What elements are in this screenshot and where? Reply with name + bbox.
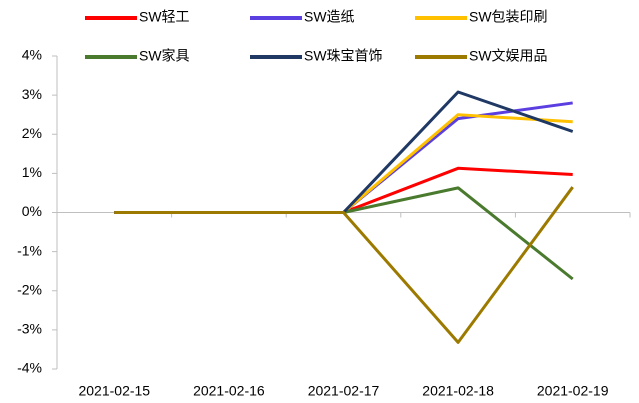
x-tick-label: 2021-02-19 [537, 383, 609, 399]
series-line [114, 186, 574, 344]
legend-label: SW文娱用品 [469, 48, 548, 64]
legend-label: SW造纸 [304, 9, 355, 25]
x-tick-label: 2021-02-18 [422, 383, 494, 399]
series-line [114, 101, 573, 214]
y-tick-label: 0% [22, 203, 42, 219]
y-tick-label: 3% [22, 86, 42, 102]
y-tick-label: -1% [17, 242, 42, 258]
series-line [114, 166, 573, 214]
y-tick-label: -4% [17, 360, 42, 376]
legend-label: SW家具 [139, 48, 190, 64]
series-line [114, 113, 573, 214]
y-tick-label: -2% [17, 281, 42, 297]
y-tick-label: 2% [22, 125, 42, 141]
x-tick-label: 2021-02-15 [78, 383, 150, 399]
series-line [114, 90, 574, 214]
legend-label: SW珠宝首饰 [304, 48, 383, 64]
y-tick-label: -3% [17, 321, 42, 337]
series-line [114, 186, 574, 281]
y-tick-label: 1% [22, 164, 42, 180]
legend-label: SW轻工 [139, 9, 190, 25]
y-tick-label: 4% [22, 47, 42, 63]
legend-label: SW包装印刷 [469, 9, 548, 25]
x-tick-label: 2021-02-16 [193, 383, 265, 399]
x-tick-label: 2021-02-17 [308, 383, 380, 399]
